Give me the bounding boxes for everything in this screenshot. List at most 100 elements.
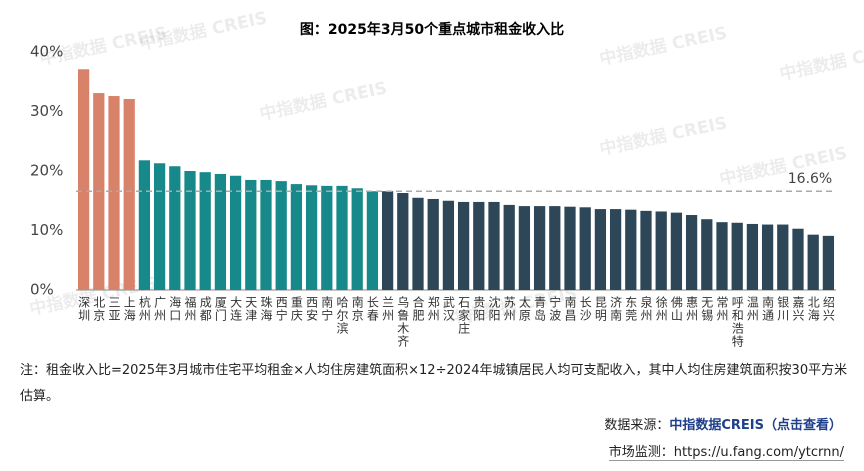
bar — [275, 181, 287, 290]
x-tick-label: 珠海 — [259, 296, 273, 322]
bar — [336, 185, 348, 290]
x-tick-label: 南宁 — [320, 295, 334, 322]
bar — [321, 185, 333, 290]
bar — [564, 206, 576, 290]
watermark: 中指数据 CREIS — [778, 37, 864, 85]
watermark: 中指数据 CREIS — [598, 112, 729, 160]
y-tick-label: 10% — [30, 221, 63, 239]
bar — [351, 188, 363, 290]
bar — [746, 223, 759, 290]
x-tick-label: 无锡 — [700, 296, 714, 322]
watermark: 中指数据 CREIS — [138, 7, 269, 55]
bar — [640, 210, 652, 290]
x-tick-label: 惠州 — [685, 296, 699, 322]
x-tick-label: 西宁 — [274, 296, 288, 322]
x-tick-label: 广州 — [153, 296, 167, 322]
x-tick-label: 重庆 — [289, 296, 303, 322]
x-tick-label: 贵阳 — [472, 296, 486, 322]
bar — [199, 172, 211, 290]
bar — [457, 201, 470, 290]
x-tick-label: 呼和浩特 — [730, 296, 744, 348]
bar — [305, 185, 318, 290]
bar — [290, 184, 303, 290]
x-tick-label: 徐州 — [654, 295, 668, 322]
x-tick-label: 郑州 — [426, 295, 440, 322]
bar — [442, 200, 455, 290]
bar — [123, 99, 135, 290]
bar — [792, 228, 804, 290]
bar — [716, 222, 728, 290]
x-tick-label: 南京 — [350, 295, 364, 322]
x-tick-label: 上海 — [122, 296, 136, 322]
x-tick-label: 南昌 — [563, 295, 577, 322]
x-tick-label: 合肥 — [411, 295, 425, 322]
y-tick-label: 20% — [30, 162, 63, 180]
x-tick-label: 长沙 — [578, 296, 592, 322]
x-tick-label: 泉州 — [639, 296, 653, 322]
bar — [229, 175, 242, 290]
x-tick-label: 福州 — [183, 295, 197, 322]
bar — [153, 163, 166, 290]
y-tick-label: 40% — [30, 43, 63, 61]
monitor-link[interactable]: 市场监测：https://u.fang.com/ytcrnn/ — [608, 441, 844, 461]
bar — [731, 222, 743, 290]
x-tick-label: 苏州 — [502, 296, 516, 322]
x-tick-label: 银川 — [776, 296, 790, 322]
watermark: 中指数据 CREIS — [598, 22, 729, 70]
bar — [427, 198, 439, 290]
x-tick-label: 乌鲁木齐 — [396, 295, 410, 348]
y-tick-label: 30% — [30, 102, 63, 120]
x-tick-label: 温州 — [745, 296, 759, 322]
bar — [822, 235, 835, 290]
x-tick-label: 海口 — [168, 295, 182, 322]
bar — [701, 219, 713, 290]
reference-label: 16.6% — [788, 171, 832, 187]
x-tick-label: 济南 — [609, 295, 623, 322]
source-link[interactable]: 中指数据CREIS（点击查看） — [669, 418, 842, 433]
bar — [473, 201, 485, 290]
bar — [412, 197, 424, 290]
bar — [366, 191, 379, 290]
y-tick-label: 0% — [30, 281, 54, 299]
x-tick-label: 沈阳 — [487, 295, 501, 322]
bar — [108, 96, 120, 290]
x-tick-label: 昆明 — [593, 296, 607, 322]
note: 注：租金收入比=2025年3月城市住宅平均租金×人均住房建筑面积×12÷2024… — [20, 363, 848, 404]
x-tick-label: 北海 — [806, 296, 820, 322]
bar — [260, 179, 272, 290]
bar — [579, 207, 591, 290]
x-tick-label: 绍兴 — [821, 296, 835, 322]
x-tick-label: 厦门 — [213, 296, 227, 322]
x-tick-label: 兰州 — [381, 296, 395, 322]
x-tick-label: 宁波 — [548, 295, 562, 322]
x-tick-label: 武汉 — [441, 296, 455, 322]
bar — [549, 206, 561, 290]
x-tick-label: 哈尔滨 — [335, 296, 349, 335]
chart-title: 图：2025年3月50个重点城市租金收入比 — [300, 21, 564, 38]
bar — [488, 201, 500, 290]
bar — [138, 160, 151, 290]
bar — [214, 173, 227, 290]
x-tick-label: 南通 — [761, 295, 775, 322]
source: 数据来源：中指数据CREIS（点击查看） — [604, 414, 842, 433]
x-tick-label: 东莞 — [624, 296, 638, 322]
bar — [518, 206, 531, 290]
chart: 图：2025年3月50个重点城市租金收入比 中指数据 CREIS 中指数据 CRE… — [28, 7, 864, 348]
x-tick-label: 青岛 — [533, 296, 547, 322]
bar — [777, 224, 789, 290]
bar — [670, 212, 683, 290]
x-tick-label: 太原 — [517, 295, 531, 322]
bar — [503, 204, 515, 290]
bar — [594, 209, 607, 290]
bar — [184, 171, 196, 290]
bar — [685, 215, 698, 290]
bar — [169, 166, 181, 290]
x-tick-label: 佛山 — [669, 296, 683, 322]
x-tick-label: 北京 — [92, 296, 106, 322]
bar — [625, 209, 637, 290]
bar — [609, 209, 622, 290]
bar — [245, 179, 257, 290]
x-tick-label: 深圳 — [77, 296, 91, 322]
bar — [761, 224, 774, 290]
